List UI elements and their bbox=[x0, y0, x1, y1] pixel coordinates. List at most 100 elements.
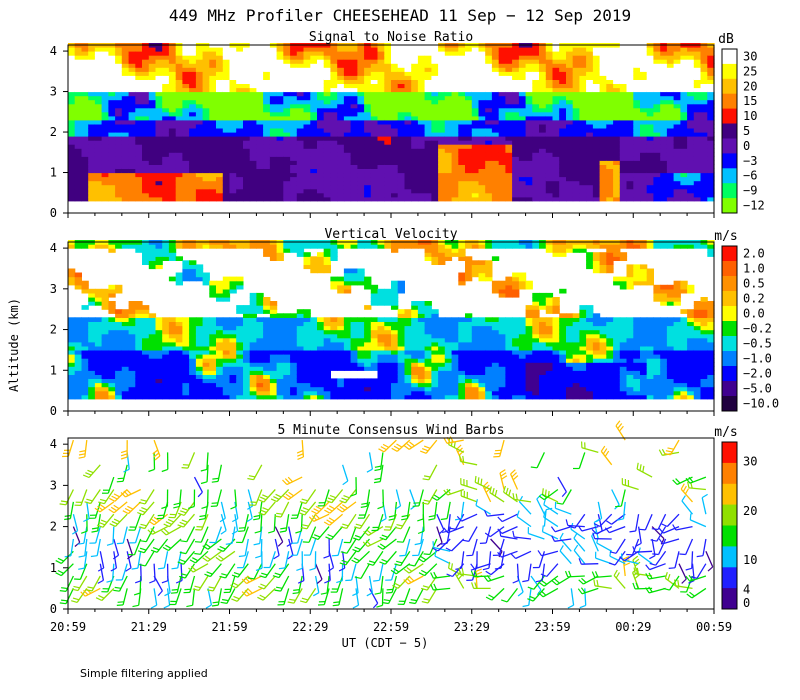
field-cell bbox=[162, 374, 170, 379]
field-cell bbox=[700, 63, 708, 68]
field-cell bbox=[552, 71, 560, 76]
field-cell bbox=[370, 128, 379, 133]
field-cell bbox=[209, 107, 217, 113]
field-cell bbox=[81, 382, 89, 388]
field-cell bbox=[545, 99, 554, 105]
field-cell bbox=[357, 152, 365, 157]
field-cell bbox=[660, 91, 668, 97]
field-cell bbox=[465, 119, 473, 125]
field-cell bbox=[539, 128, 547, 133]
field-cell bbox=[256, 390, 264, 396]
field-cell bbox=[545, 152, 554, 157]
field-cell bbox=[243, 63, 251, 68]
field-cell bbox=[518, 99, 527, 105]
field-cell bbox=[263, 349, 271, 355]
field-cell bbox=[310, 47, 318, 52]
field-cell bbox=[135, 55, 143, 60]
field-cell bbox=[229, 176, 237, 182]
field-cell bbox=[303, 345, 311, 351]
field-cell bbox=[586, 132, 594, 137]
colorbar-label: 5 bbox=[743, 124, 750, 138]
field-cell bbox=[209, 180, 217, 186]
field-cell bbox=[377, 95, 385, 101]
field-cell bbox=[209, 63, 217, 68]
field-cell bbox=[566, 95, 574, 101]
field-cell bbox=[626, 140, 634, 145]
field-cell bbox=[68, 119, 76, 125]
field-cell bbox=[256, 370, 264, 375]
field-cell bbox=[687, 51, 695, 56]
field-cell bbox=[619, 140, 628, 145]
field-cell bbox=[276, 244, 284, 249]
field-cell bbox=[317, 83, 325, 89]
field-cell bbox=[135, 115, 143, 121]
field-cell bbox=[243, 349, 251, 355]
field-cell bbox=[545, 164, 554, 169]
field-cell bbox=[115, 128, 123, 133]
field-cell bbox=[417, 103, 426, 109]
field-cell bbox=[451, 184, 459, 190]
snr-field bbox=[68, 43, 715, 202]
field-cell bbox=[337, 288, 345, 294]
field-cell bbox=[276, 99, 284, 105]
field-cell bbox=[310, 91, 318, 97]
field-cell bbox=[189, 67, 197, 72]
field-cell bbox=[498, 176, 506, 182]
field-cell bbox=[606, 119, 614, 125]
field-cell bbox=[559, 188, 567, 194]
field-cell bbox=[263, 354, 271, 359]
field-cell bbox=[397, 123, 405, 129]
field-cell bbox=[128, 305, 136, 310]
field-cell bbox=[249, 244, 257, 249]
field-cell bbox=[417, 63, 426, 68]
field-cell bbox=[276, 386, 284, 392]
field-cell bbox=[256, 47, 264, 52]
field-cell bbox=[384, 188, 392, 194]
field-cell bbox=[505, 99, 513, 105]
field-cell bbox=[81, 115, 89, 121]
field-cell bbox=[545, 107, 554, 113]
field-cell bbox=[74, 75, 82, 80]
field-cell bbox=[155, 140, 163, 145]
field-cell bbox=[579, 136, 587, 141]
field-cell bbox=[276, 123, 284, 129]
field-cell bbox=[532, 55, 540, 60]
field-cell bbox=[700, 103, 708, 109]
field-cell bbox=[189, 341, 197, 347]
field-cell bbox=[296, 337, 305, 343]
field-cell bbox=[303, 180, 311, 186]
field-cell bbox=[458, 83, 466, 89]
field-cell bbox=[249, 75, 257, 80]
field-cell bbox=[633, 172, 641, 178]
field-cell bbox=[572, 107, 580, 113]
field-cell bbox=[411, 192, 419, 198]
field-cell bbox=[417, 123, 426, 129]
field-cell bbox=[391, 51, 399, 56]
field-cell bbox=[498, 79, 506, 84]
field-cell bbox=[269, 144, 278, 149]
field-cell bbox=[195, 268, 204, 274]
field-cell bbox=[189, 374, 197, 379]
field-cell bbox=[317, 164, 325, 169]
field-cell bbox=[357, 325, 365, 331]
field-cell bbox=[673, 192, 681, 198]
field-cell bbox=[700, 55, 708, 60]
field-cell bbox=[357, 47, 365, 52]
field-cell bbox=[317, 180, 325, 186]
field-cell bbox=[404, 132, 412, 137]
field-cell bbox=[579, 103, 587, 109]
field-cell bbox=[155, 115, 163, 121]
field-cell bbox=[249, 160, 257, 165]
field-cell bbox=[438, 188, 446, 194]
field-cell bbox=[626, 136, 634, 141]
field-cell bbox=[310, 390, 318, 396]
field-cell bbox=[532, 91, 540, 97]
field-cell bbox=[485, 136, 493, 141]
field-cell bbox=[465, 83, 473, 89]
field-cell bbox=[592, 196, 601, 202]
field-cell bbox=[88, 394, 96, 400]
field-cell bbox=[364, 180, 372, 186]
field-cell bbox=[438, 148, 446, 153]
field-cell bbox=[478, 140, 486, 145]
field-cell bbox=[666, 87, 675, 93]
